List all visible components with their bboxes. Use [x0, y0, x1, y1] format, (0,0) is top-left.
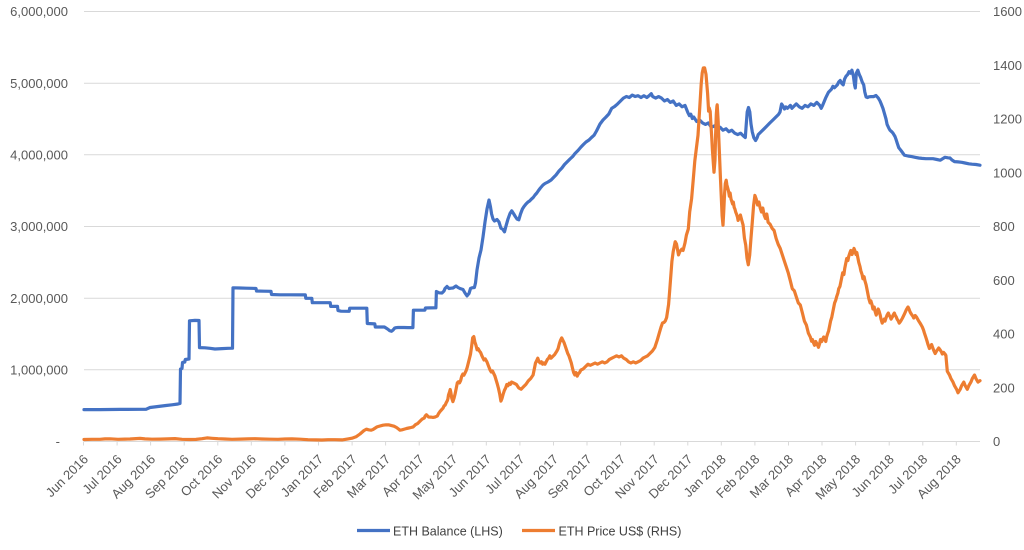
- svg-text:ETH Price US$ (RHS): ETH Price US$ (RHS): [559, 524, 682, 538]
- svg-text:-: -: [56, 434, 60, 449]
- svg-text:1200: 1200: [993, 112, 1022, 127]
- svg-text:1400: 1400: [993, 58, 1022, 73]
- svg-text:5,000,000: 5,000,000: [10, 76, 68, 91]
- svg-text:800: 800: [993, 219, 1015, 234]
- svg-text:ETH Balance (LHS): ETH Balance (LHS): [393, 524, 503, 538]
- svg-text:600: 600: [993, 273, 1015, 288]
- svg-text:0: 0: [993, 434, 1000, 449]
- svg-text:4,000,000: 4,000,000: [10, 147, 68, 162]
- svg-text:200: 200: [993, 380, 1015, 395]
- svg-text:1,000,000: 1,000,000: [10, 362, 68, 377]
- svg-text:400: 400: [993, 327, 1015, 342]
- svg-text:1600: 1600: [993, 4, 1022, 19]
- svg-text:1000: 1000: [993, 165, 1022, 180]
- svg-text:3,000,000: 3,000,000: [10, 219, 68, 234]
- svg-text:2,000,000: 2,000,000: [10, 291, 68, 306]
- svg-text:6,000,000: 6,000,000: [10, 4, 68, 19]
